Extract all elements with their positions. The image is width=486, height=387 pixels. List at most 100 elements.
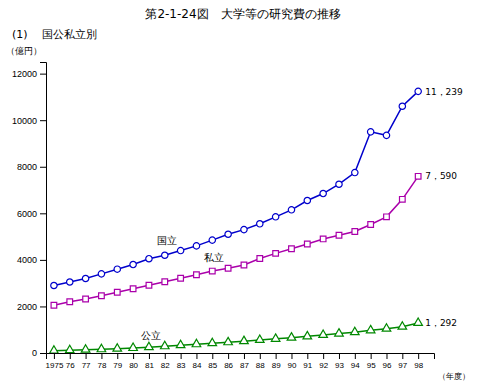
x-tick: 78 (97, 353, 106, 370)
x-tick: 95 (367, 353, 376, 370)
point (288, 207, 294, 213)
point (319, 330, 328, 337)
point (272, 214, 278, 220)
point (146, 256, 152, 262)
x-tick: 80 (129, 353, 138, 370)
point (67, 279, 73, 285)
point (51, 302, 57, 308)
x-tick-label: 83 (177, 361, 186, 370)
y-tick: 2000 (17, 302, 46, 312)
point (415, 173, 421, 179)
x-tick-label: 93 (335, 361, 344, 370)
x-tick-mark (117, 353, 118, 359)
point (257, 221, 263, 227)
x-tick-mark (244, 353, 245, 359)
point (320, 190, 326, 196)
chart: 第2-1-24図 大学等の研究費の推移(1) 国公私立別197576777879… (0, 0, 486, 387)
point (241, 262, 247, 268)
series-line (54, 91, 418, 285)
point (99, 293, 105, 299)
x-tick-label: 96 (383, 361, 392, 370)
series-line (54, 323, 418, 351)
x-tick-mark (276, 353, 277, 359)
y-tick-label: 12000 (12, 69, 37, 79)
x-tick: 1975 (46, 353, 64, 370)
point (130, 286, 136, 292)
x-tick-mark (339, 353, 340, 359)
point (160, 341, 169, 348)
x-tick-mark (355, 353, 356, 359)
point (241, 226, 247, 232)
x-tick-label: 91 (303, 361, 312, 370)
point (209, 268, 215, 274)
x-tick: 90 (288, 353, 297, 370)
point (304, 197, 310, 203)
subtitle: (1) 国公私立別 (12, 28, 97, 41)
point (240, 336, 249, 343)
x-tick-mark (70, 353, 71, 359)
point (145, 342, 154, 349)
point (336, 232, 342, 238)
y-axis: 020004000600080001000012000 (12, 63, 47, 359)
point (162, 252, 168, 258)
data-label: 11，239 (425, 87, 463, 97)
point (177, 247, 183, 253)
point (114, 266, 120, 272)
x-tick-label: 81 (145, 361, 154, 370)
x-tick-label: 85 (208, 361, 217, 370)
x-tick: 92 (319, 353, 328, 370)
point (352, 169, 358, 175)
point (208, 338, 217, 345)
series-name: 公立 (141, 330, 161, 341)
point (414, 318, 423, 325)
x-tick-label: 86 (224, 361, 233, 370)
marks (50, 88, 423, 353)
x-tick: 79 (113, 353, 122, 370)
plot: 1975767778798081828384858687888990919293… (12, 63, 463, 370)
y-tick-label: 6000 (17, 209, 37, 219)
x-tick-label: 92 (319, 361, 328, 370)
point (129, 343, 138, 350)
point (130, 261, 136, 267)
x-tick: 77 (82, 353, 91, 370)
point (368, 222, 374, 228)
point (271, 334, 280, 341)
x-tick-label: 95 (367, 361, 376, 370)
x-tick: 85 (208, 353, 217, 370)
x-tick-label: 82 (161, 361, 170, 370)
x-tick-mark (402, 353, 403, 359)
x-tick-label: 77 (82, 361, 91, 370)
x-tick-label: 89 (272, 361, 281, 370)
point (146, 282, 152, 288)
point (81, 345, 90, 352)
point (178, 275, 184, 281)
labels: 国立11，239私立7，590公立1，292 (141, 87, 463, 342)
y-tick-label: 10000 (12, 116, 37, 126)
point (415, 88, 421, 94)
x-tick-mark (212, 353, 213, 359)
x-tick-mark (196, 353, 197, 359)
y-tick-mark (40, 74, 46, 75)
point (367, 129, 373, 135)
point (82, 275, 88, 281)
x-tick: 96 (383, 353, 392, 370)
point (336, 181, 342, 187)
point (162, 279, 168, 285)
x-tick-label: 79 (113, 361, 122, 370)
y-tick: 8000 (17, 162, 46, 172)
x-tick-mark (371, 353, 372, 359)
point (225, 265, 231, 271)
y-tick-label: 8000 (17, 162, 37, 172)
x-tick-label: 97 (398, 361, 407, 370)
point (382, 324, 391, 331)
point (289, 246, 295, 252)
point (335, 329, 344, 336)
point (351, 327, 360, 334)
x-tick: 82 (161, 353, 170, 370)
y-tick-mark (40, 306, 46, 307)
x-tick-mark (54, 353, 55, 359)
x-tick-mark (165, 353, 166, 359)
point (98, 271, 104, 277)
x-tick-mark (418, 353, 419, 359)
x-tick: 94 (351, 353, 360, 370)
